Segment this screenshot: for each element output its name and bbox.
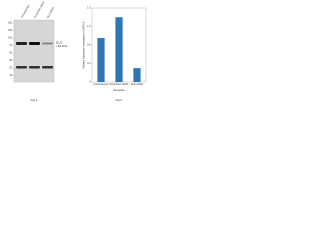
x-axis-label: Samples — [113, 88, 125, 92]
marker-label: 35 — [9, 59, 12, 62]
y-axis-label: Relative Expression (normalized to GAPDH… — [83, 21, 86, 68]
marker-label: 15 — [9, 74, 12, 77]
target-label: DLD — [56, 40, 63, 44]
lane-label: DLD siRNA — [46, 6, 55, 18]
y-tick-label: 0 — [89, 81, 91, 84]
marker-label: 55 — [9, 52, 12, 55]
y-tick-label: 0.8 — [87, 44, 91, 47]
lane-label: Untransfected — [20, 4, 30, 19]
x-tick-label: Scrambled siRNA — [110, 83, 129, 86]
blot-band — [42, 66, 53, 69]
marker-label: 70 — [9, 44, 12, 47]
bar — [97, 38, 105, 82]
x-tick-label: Untransfected — [94, 83, 110, 86]
bar — [115, 17, 123, 82]
marker-label: 130 — [8, 29, 13, 32]
bar — [133, 68, 141, 82]
x-tick-label: DLD siRNA — [131, 83, 144, 86]
blot-band — [42, 42, 53, 45]
blot-membrane — [13, 19, 55, 83]
panel-caption: Fig b — [116, 98, 123, 102]
target-size: ~54 kDa — [56, 44, 68, 48]
marker-label: 250 — [8, 22, 13, 25]
marker-label: 25 — [9, 67, 12, 70]
figure: DLD ~54 kDa Fig a Relative Expression (n… — [0, 0, 150, 107]
y-tick-label: 1.2 — [87, 25, 91, 28]
blot-band — [16, 42, 27, 45]
blot-band — [29, 42, 40, 45]
panel-caption: Fig a — [31, 98, 38, 102]
blot-band — [16, 66, 27, 69]
y-tick-label: 1.6 — [87, 7, 91, 10]
marker-label: 100 — [8, 37, 13, 40]
blot-band — [29, 66, 40, 69]
y-tick-label: 0.4 — [87, 62, 91, 65]
